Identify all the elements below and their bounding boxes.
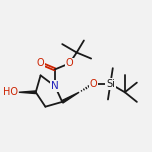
Text: O: O xyxy=(90,79,97,89)
Text: N: N xyxy=(51,81,59,91)
Text: HO: HO xyxy=(3,87,18,97)
Text: Si: Si xyxy=(106,79,115,89)
Polygon shape xyxy=(19,91,36,94)
Text: O: O xyxy=(66,58,73,68)
Polygon shape xyxy=(62,92,79,103)
Text: O: O xyxy=(37,58,44,68)
